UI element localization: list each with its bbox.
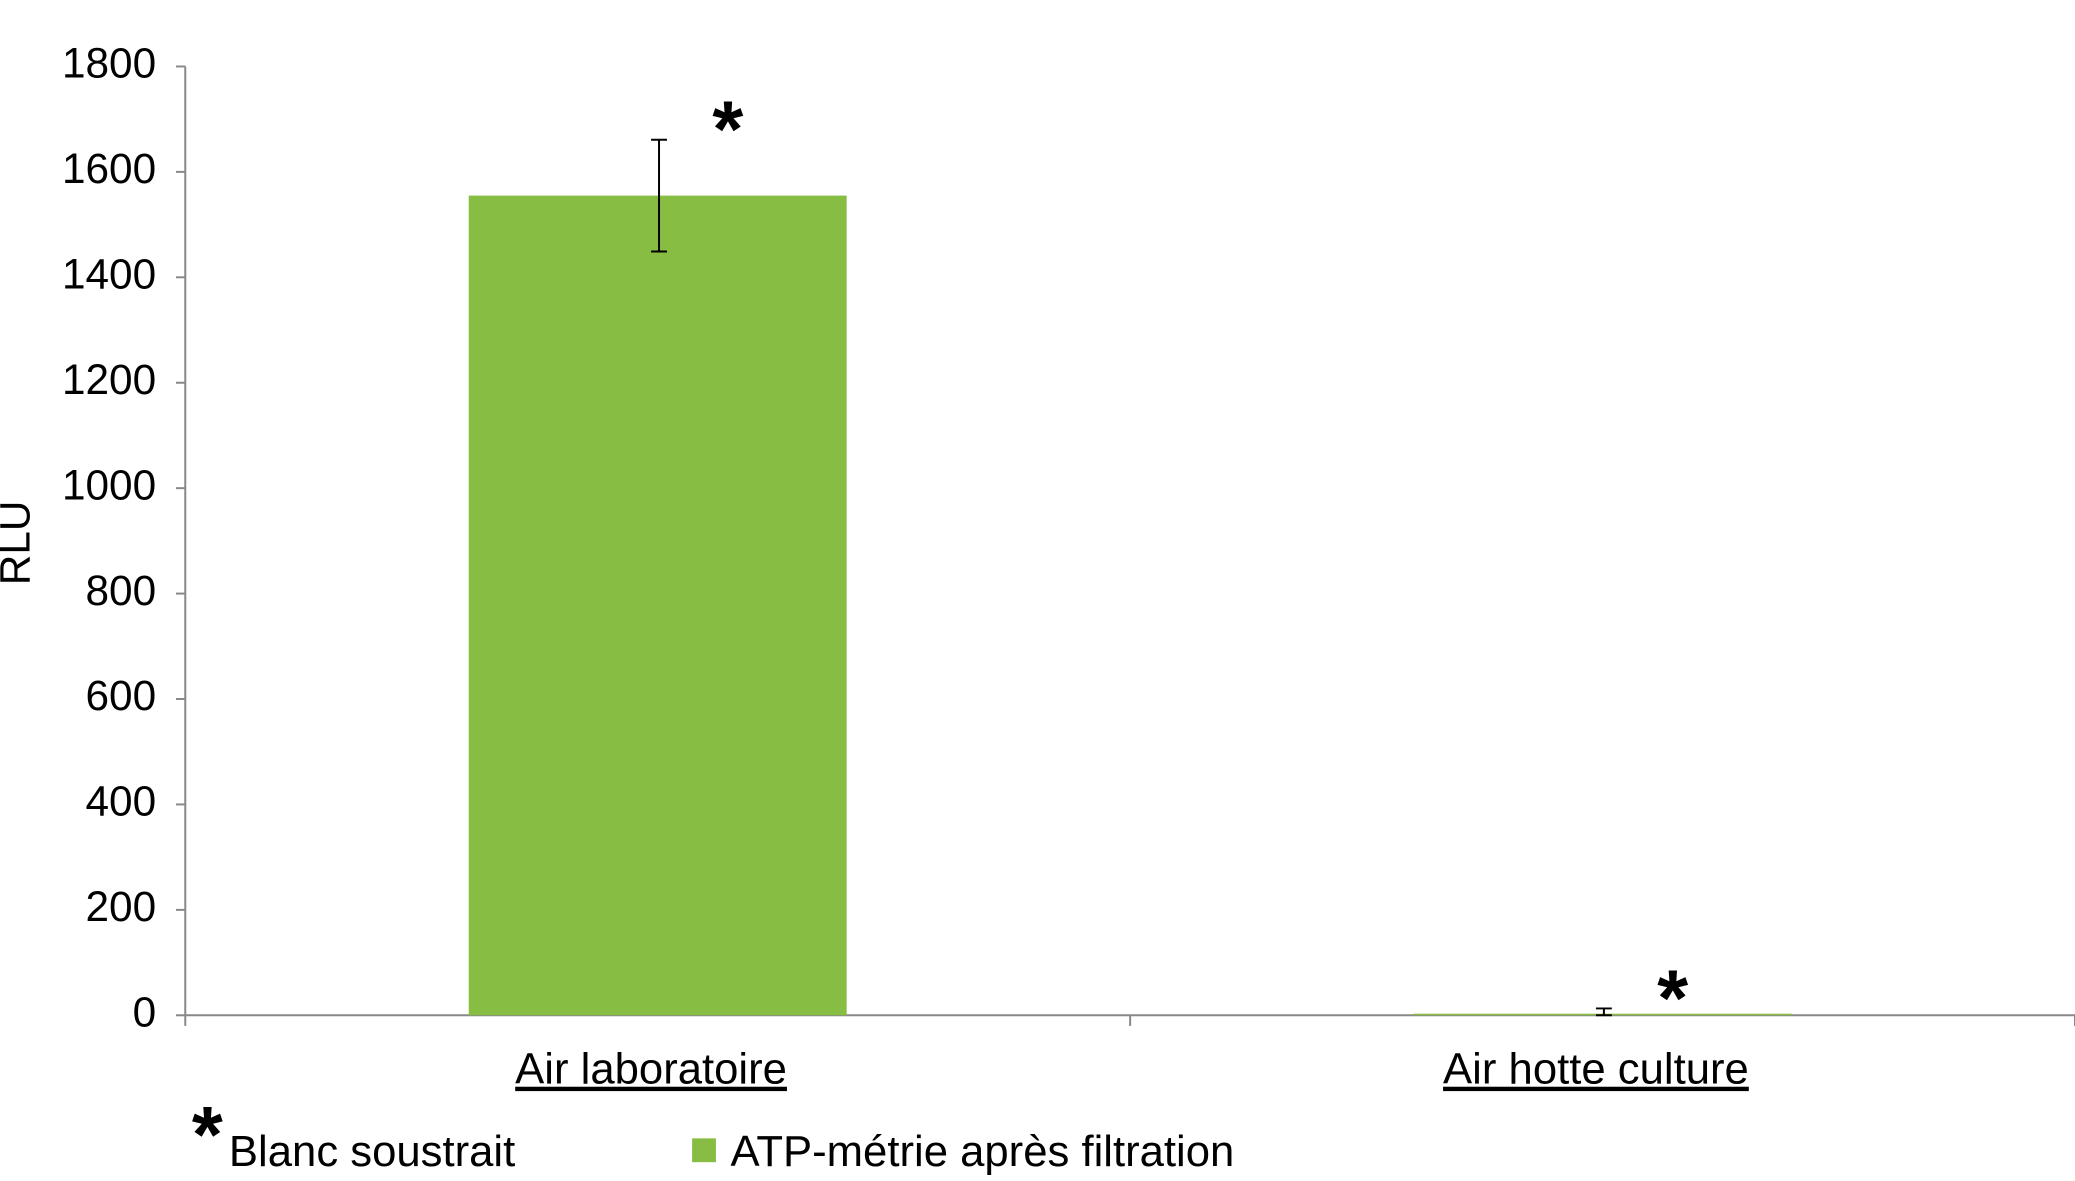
y-tick-label: 1200 (62, 356, 156, 403)
legend-swatch (692, 1138, 716, 1163)
y-tick-label: 1000 (62, 461, 156, 508)
y-tick-label: 600 (86, 672, 157, 719)
legend-label: ATP-métrie après filtration (730, 1127, 1234, 1176)
y-tick-label: 0 (133, 988, 157, 1035)
error-bar (651, 138, 667, 253)
y-axis-label: RLU (0, 501, 39, 586)
legend-note-symbol: * (192, 1090, 223, 1179)
x-tick-label: Air hotte culture (1443, 1045, 1749, 1094)
error-bar (1595, 1007, 1612, 1017)
y-tick-label: 200 (86, 883, 157, 930)
x-tick-label: Air laboratoire (515, 1045, 787, 1094)
y-tick-label: 400 (86, 778, 157, 825)
y-tick-label: 1400 (62, 250, 156, 297)
annotation: * (712, 85, 743, 174)
y-tick-label: 800 (86, 567, 157, 614)
y-tick-label: 1600 (62, 145, 156, 192)
legend-note-text: Blanc soustrait (229, 1127, 515, 1176)
annotation: * (1657, 953, 1688, 1042)
bar (468, 195, 847, 1016)
y-tick-label: 1800 (62, 40, 156, 87)
